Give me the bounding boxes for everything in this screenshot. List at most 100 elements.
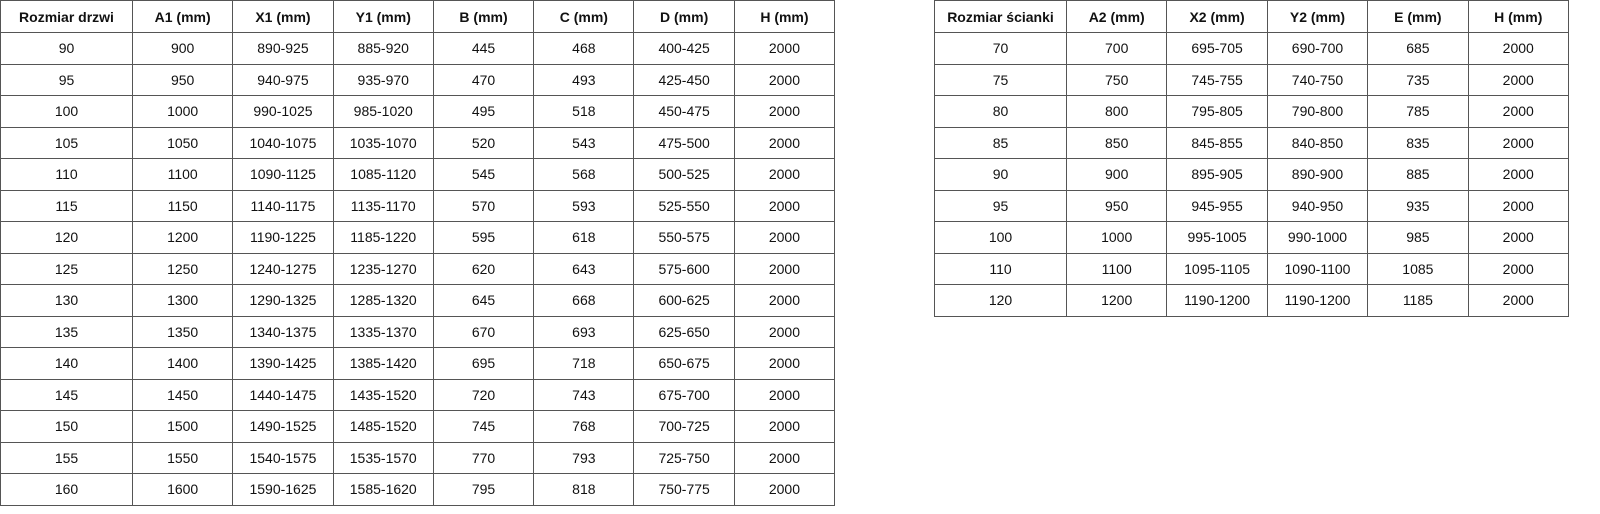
table-cell: 735 [1367, 63, 1469, 96]
table-cell: 1035-1070 [332, 126, 434, 159]
table-cell: 1050 [131, 126, 234, 159]
table-cell: 1100 [131, 158, 234, 191]
table-cell: 795-805 [1166, 95, 1268, 128]
table-cell: 1085 [1367, 252, 1469, 285]
table-row: 135 1350 1340-1375 1335-1370 670 693 625-650 20… [0, 315, 836, 348]
table-cell: 570 [432, 189, 535, 222]
table-cell: 2000 [733, 473, 836, 506]
table-row: 110 1100 1095-1105 1090-1100 1085 2000 [934, 252, 1569, 285]
table-cell: 2000 [1467, 63, 1569, 96]
table-cell: 125 [0, 252, 133, 285]
column-header: E (mm) [1367, 0, 1469, 33]
column-header: Y1 (mm) [332, 0, 434, 33]
table-cell: 70 [934, 32, 1067, 65]
table-row: 80 800 795-805 790-800 785 2000 [934, 95, 1569, 128]
table-cell: 1290-1325 [232, 284, 334, 317]
table-cell: 695-705 [1166, 32, 1268, 65]
table-cell: 990-1025 [232, 95, 334, 128]
column-header: A1 (mm) [131, 0, 234, 33]
table-cell: 1490-1525 [232, 410, 334, 443]
table-row: 160 1600 1590-1625 1585-1620 795 818 750-775 20… [0, 473, 836, 506]
table-cell: 750-775 [633, 473, 735, 506]
table-row: 110 1100 1090-1125 1085-1120 545 568 500-525 20… [0, 158, 836, 191]
table-cell: 470 [432, 63, 535, 96]
table-cell: 1190-1200 [1166, 284, 1268, 317]
table-cell: 1340-1375 [232, 315, 334, 348]
table-cell: 155 [0, 441, 133, 474]
table-cell: 1600 [131, 473, 234, 506]
table-cell: 1090-1125 [232, 158, 334, 191]
table-cell: 1485-1520 [332, 410, 434, 443]
table-cell: 1540-1575 [232, 441, 334, 474]
table-cell: 668 [533, 284, 635, 317]
table-row: 120 1200 1190-1200 1190-1200 1185 2000 [934, 284, 1569, 317]
table-cell: 593 [533, 189, 635, 222]
table-cell: 940-950 [1266, 189, 1369, 222]
table-row: 105 1050 1040-1075 1035-1070 520 543 475-500 20… [0, 126, 836, 159]
header-row: Rozmiar drzwi A1 (mm) X1 (mm) Y1 (mm) B (mm)… [0, 0, 836, 33]
table-row: 100 1000 995-1005 990-1000 985 2000 [934, 221, 1569, 254]
table-cell: 95 [934, 189, 1067, 222]
table-cell: 1300 [131, 284, 234, 317]
table-cell: 2000 [733, 32, 836, 65]
table-cell: 1335-1370 [332, 315, 434, 348]
table-cell: 1040-1075 [232, 126, 334, 159]
table-cell: 718 [533, 347, 635, 380]
table-cell: 1200 [131, 221, 234, 254]
table-row: 130 1300 1290-1325 1285-1320 645 668 600-625 20… [0, 284, 836, 317]
table-row: 95 950 945-955 940-950 935 2000 [934, 189, 1569, 222]
table-cell: 885 [1367, 158, 1469, 191]
table-cell: 768 [533, 410, 635, 443]
table-cell: 643 [533, 252, 635, 285]
table-cell: 115 [0, 189, 133, 222]
table-cell: 690-700 [1266, 32, 1369, 65]
table-cell: 2000 [1467, 158, 1569, 191]
table-cell: 110 [934, 252, 1067, 285]
table-cell: 1000 [1065, 221, 1168, 254]
table-cell: 940-975 [232, 63, 334, 96]
table-cell: 885-920 [332, 32, 434, 65]
column-header: Rozmiar drzwi [0, 0, 133, 33]
table-cell: 800 [1065, 95, 1168, 128]
table-cell: 1235-1270 [332, 252, 434, 285]
table-cell: 995-1005 [1166, 221, 1268, 254]
table-cell: 140 [0, 347, 133, 380]
table-cell: 895-905 [1166, 158, 1268, 191]
table-cell: 1440-1475 [232, 378, 334, 411]
table-cell: 475-500 [633, 126, 735, 159]
column-header: C (mm) [533, 0, 635, 33]
table-cell: 890-900 [1266, 158, 1369, 191]
table-cell: 1435-1520 [332, 378, 434, 411]
table-cell: 990-1000 [1266, 221, 1369, 254]
table-cell: 645 [432, 284, 535, 317]
table-row: 140 1400 1390-1425 1385-1420 695 718 650-675 20… [0, 347, 836, 380]
header-row: Rozmiar ścianki A2 (mm) X2 (mm) Y2 (mm) E (m… [934, 0, 1569, 33]
table-cell: 450-475 [633, 95, 735, 128]
table-cell: 1585-1620 [332, 473, 434, 506]
table-cell: 1400 [131, 347, 234, 380]
column-header: A2 (mm) [1065, 0, 1168, 33]
table-cell: 135 [0, 315, 133, 348]
table-cell: 100 [0, 95, 133, 128]
table-cell: 85 [934, 126, 1067, 159]
table-cell: 845-855 [1166, 126, 1268, 159]
column-header: X2 (mm) [1166, 0, 1268, 33]
table-cell: 693 [533, 315, 635, 348]
table-row: 115 1150 1140-1175 1135-1170 570 593 525-550 20… [0, 189, 836, 222]
table-cell: 2000 [1467, 252, 1569, 285]
table-cell: 518 [533, 95, 635, 128]
table-cell: 1135-1170 [332, 189, 434, 222]
table-cell: 95 [0, 63, 133, 96]
table-cell: 595 [432, 221, 535, 254]
table-cell: 2000 [733, 441, 836, 474]
table-cell: 743 [533, 378, 635, 411]
table-cell: 1095-1105 [1166, 252, 1268, 285]
table-row: 75 750 745-755 740-750 735 2000 [934, 63, 1569, 96]
column-header: H (mm) [733, 0, 836, 33]
table-row: 90 900 890-925 885-920 445 468 400-425 2000 [0, 32, 836, 65]
table-cell: 618 [533, 221, 635, 254]
table-cell: 120 [934, 284, 1067, 317]
table-cell: 1240-1275 [232, 252, 334, 285]
table-cell: 685 [1367, 32, 1469, 65]
table-cell: 945-955 [1166, 189, 1268, 222]
